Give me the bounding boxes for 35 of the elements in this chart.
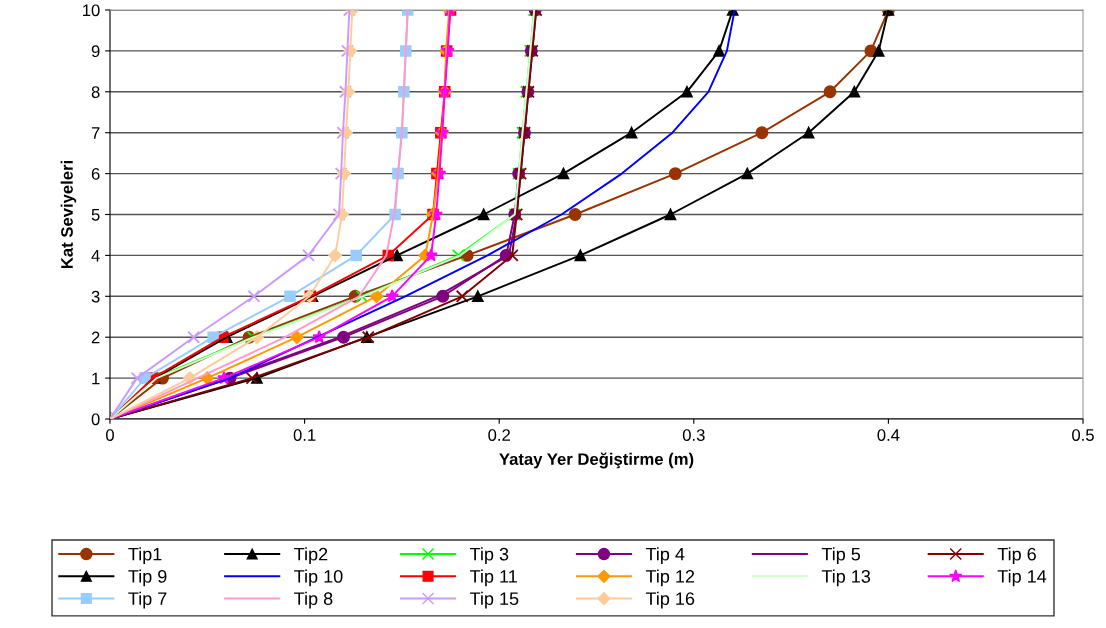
x-tick-label: 0 xyxy=(106,429,114,441)
x-tick-label: 0.5 xyxy=(1072,429,1094,441)
y-axis-title: Kat Seviyeleri xyxy=(60,161,77,269)
y-tick-label: 8 xyxy=(91,86,100,98)
legend-label: Tip 5 xyxy=(821,547,861,565)
legend-label: Tip 13 xyxy=(821,569,871,587)
x-tick-label: 0.1 xyxy=(293,429,316,441)
x-tick-label: 0.3 xyxy=(682,429,705,441)
legend-label: Tip 15 xyxy=(470,591,519,609)
legend-label: Tip 7 xyxy=(128,591,167,609)
y-tick-label: 3 xyxy=(91,290,100,303)
legend-label: Tip 3 xyxy=(470,547,509,565)
legend-label: Tip 12 xyxy=(645,569,695,587)
legend-label: Tip 4 xyxy=(645,547,685,565)
y-tick-label: 0 xyxy=(91,413,100,426)
legend-label: Tip 9 xyxy=(128,569,167,587)
y-tick-label: 5 xyxy=(91,209,100,221)
y-tick-label: 6 xyxy=(91,168,100,180)
y-tick-label: 2 xyxy=(91,331,100,344)
legend-label: Tip 10 xyxy=(294,569,343,587)
legend-label: Tip 8 xyxy=(294,591,333,609)
legend-label: Tip 11 xyxy=(470,569,517,587)
legend-label: Tip 14 xyxy=(997,569,1047,587)
legend-label: Tip 6 xyxy=(997,547,1036,565)
y-tick-label: 7 xyxy=(91,127,100,139)
x-tick-label: 0.4 xyxy=(877,429,900,441)
y-tick-label: 4 xyxy=(91,249,100,262)
legend-label: Tip1 xyxy=(128,547,162,565)
x-tick-label: 0.2 xyxy=(488,429,510,441)
legend-label: Tip 16 xyxy=(645,591,695,609)
legend-label: Tip2 xyxy=(294,547,328,565)
y-tick-label: 9 xyxy=(91,45,100,58)
x-axis-title: Yatay Yer Değiştirme (m) xyxy=(499,452,694,469)
y-tick-label: 1 xyxy=(92,372,100,385)
y-tick-label: 10 xyxy=(83,4,100,17)
